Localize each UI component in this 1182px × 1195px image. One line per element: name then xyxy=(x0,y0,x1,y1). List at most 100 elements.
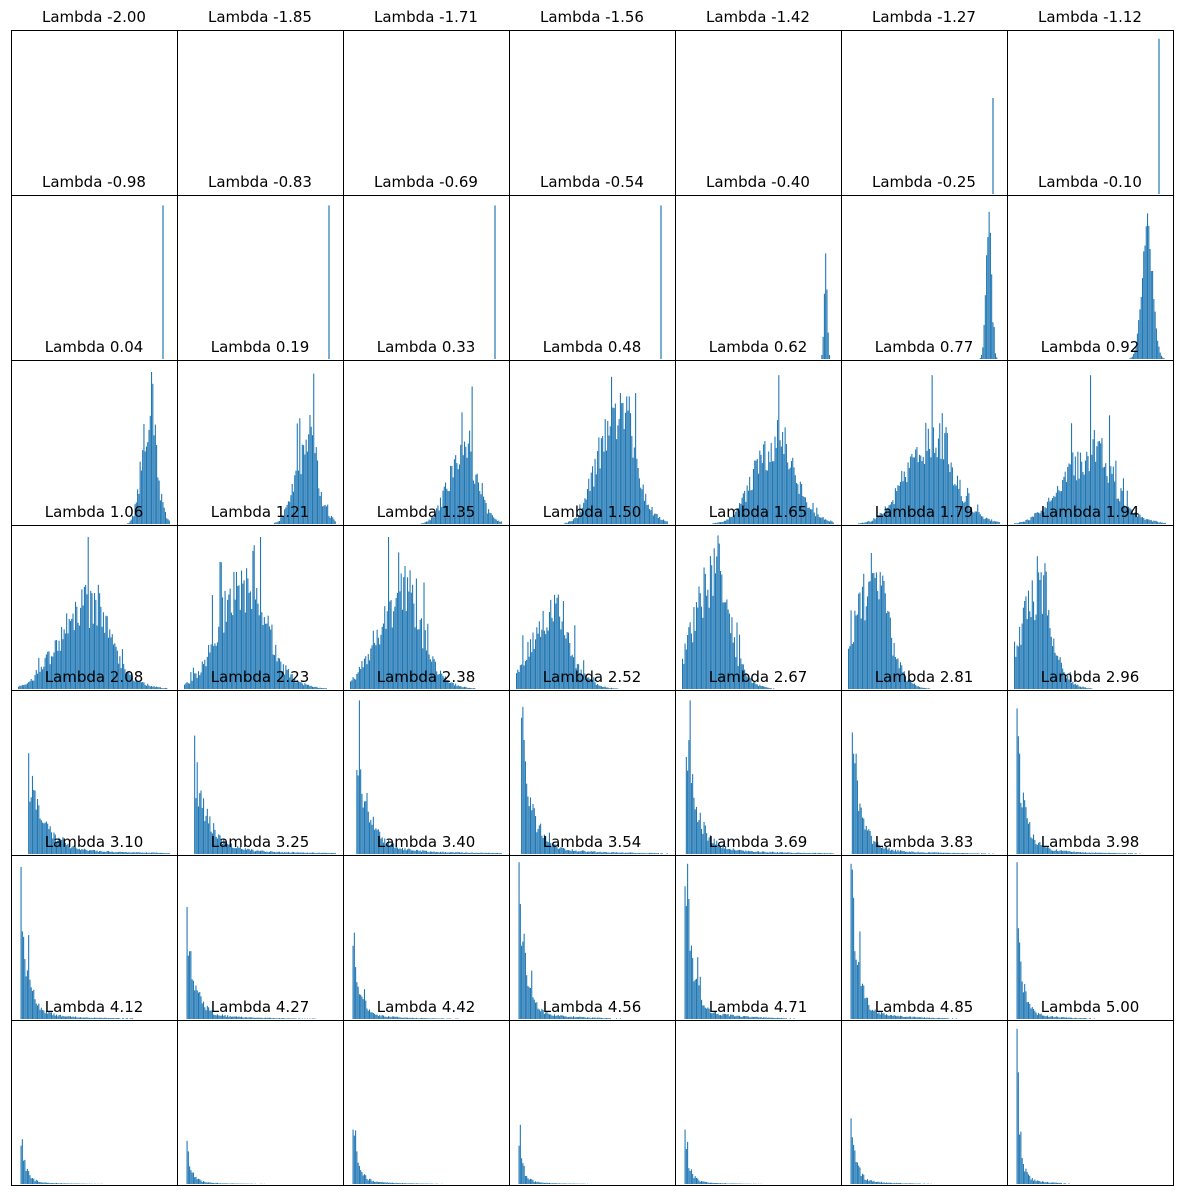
panel-title: Lambda 0.33 xyxy=(377,338,476,356)
histogram-bar xyxy=(471,852,473,854)
histogram-bar xyxy=(409,1017,411,1019)
histogram-bar xyxy=(661,520,663,524)
histogram-bar xyxy=(57,1183,59,1184)
histogram-bar xyxy=(40,820,42,854)
histogram-bar xyxy=(1131,509,1133,524)
histogram-bar xyxy=(431,517,433,524)
histogram-bar xyxy=(243,580,245,689)
histogram-bar xyxy=(471,688,473,689)
histogram-bar xyxy=(1138,514,1140,524)
histogram-bar xyxy=(526,975,528,1019)
histogram-bar xyxy=(422,523,424,524)
histogram-bar xyxy=(949,472,951,524)
histogram-bar xyxy=(23,1160,25,1184)
histogram-bar xyxy=(689,1170,691,1184)
histogram-bar xyxy=(970,853,972,854)
histogram-bar xyxy=(415,578,417,689)
histogram-bar xyxy=(918,687,921,689)
histogram-bar xyxy=(351,680,353,689)
histogram-bar xyxy=(958,852,960,854)
histogram-bar xyxy=(86,1017,88,1019)
histogram-bar xyxy=(194,673,196,689)
histogram-bar xyxy=(205,815,207,854)
histogram-bar xyxy=(717,1013,719,1019)
histogram-bar xyxy=(126,852,129,854)
histogram-bar xyxy=(642,484,644,524)
histogram-bar xyxy=(1077,451,1079,524)
histogram-bar xyxy=(1026,1002,1028,1019)
histogram-bar xyxy=(769,1017,771,1019)
histogram-bar xyxy=(401,847,404,854)
histogram-bar xyxy=(784,852,786,854)
histogram-bar xyxy=(481,852,483,854)
histogram-bar xyxy=(424,850,426,854)
histogram-bar xyxy=(472,853,474,854)
histogram-bar xyxy=(208,823,210,854)
histogram-bar xyxy=(23,936,25,1019)
histogram-bar xyxy=(863,1174,865,1184)
histogram-bar xyxy=(1033,1008,1035,1019)
histogram-bar xyxy=(460,444,462,524)
histogram-bar xyxy=(1055,1016,1057,1019)
histogram-bar xyxy=(1082,852,1084,854)
histogram-bar xyxy=(1082,686,1084,689)
histogram-bar xyxy=(823,519,825,524)
histogram-bar xyxy=(43,1010,45,1019)
histogram-bar xyxy=(951,853,953,854)
histogram-bar xyxy=(619,852,621,854)
histogram-bar xyxy=(445,482,447,524)
histogram-bar xyxy=(1053,495,1055,524)
histogram-bar xyxy=(887,1182,889,1184)
histogram-bar xyxy=(880,585,883,689)
panel-title: Lambda 2.38 xyxy=(377,668,476,686)
histogram-bar xyxy=(883,580,885,689)
histogram-bar xyxy=(257,603,259,689)
histogram-bar xyxy=(268,851,270,854)
histogram-bar xyxy=(725,845,727,854)
histogram-bar xyxy=(584,498,586,524)
histogram-bar xyxy=(922,1017,924,1019)
histogram-bar xyxy=(916,686,918,689)
histogram-bar xyxy=(1017,928,1019,1019)
histogram-bar xyxy=(215,645,217,689)
histogram-bar xyxy=(605,450,608,524)
histogram-bar xyxy=(850,1118,852,1184)
histogram-bar xyxy=(1030,837,1032,854)
histogram-bar xyxy=(728,1016,730,1019)
histogram-bar xyxy=(764,851,766,854)
histogram-bar xyxy=(1048,497,1050,524)
histogram-bar xyxy=(921,461,923,524)
histogram-bar xyxy=(353,1135,355,1184)
histogram-bar xyxy=(698,586,700,689)
histogram-bar xyxy=(1158,522,1160,524)
histogram-bar xyxy=(704,825,706,854)
histogram-bar xyxy=(850,863,852,1019)
histogram-bar xyxy=(730,849,732,854)
histogram-bar xyxy=(405,850,407,854)
histogram-bar xyxy=(718,543,720,689)
histogram-bar xyxy=(472,480,474,524)
histogram-bar xyxy=(892,849,894,854)
histogram-bar xyxy=(192,1172,194,1184)
histogram-bar xyxy=(436,1018,438,1019)
histogram-bar xyxy=(450,852,452,854)
histogram-bar xyxy=(1050,1182,1052,1184)
histogram-bar xyxy=(825,253,827,359)
histogram-bar xyxy=(623,429,625,524)
histogram-bar xyxy=(777,852,779,854)
histogram-bar xyxy=(1031,580,1033,689)
histogram-bar xyxy=(722,1183,724,1184)
histogram-bar xyxy=(922,687,924,689)
histogram-bar xyxy=(872,843,874,854)
histogram-bar xyxy=(744,669,746,689)
histogram-bar xyxy=(864,620,866,689)
histogram-bar xyxy=(1160,522,1163,524)
histogram-bar xyxy=(37,799,39,854)
histogram-bar xyxy=(399,1017,401,1019)
histogram-bar xyxy=(246,1017,248,1019)
histogram-bar xyxy=(802,853,804,854)
histogram-bar xyxy=(97,851,99,854)
histogram-bar xyxy=(420,1017,423,1019)
histogram-bar xyxy=(213,1014,215,1019)
histogram-bar xyxy=(362,999,364,1019)
